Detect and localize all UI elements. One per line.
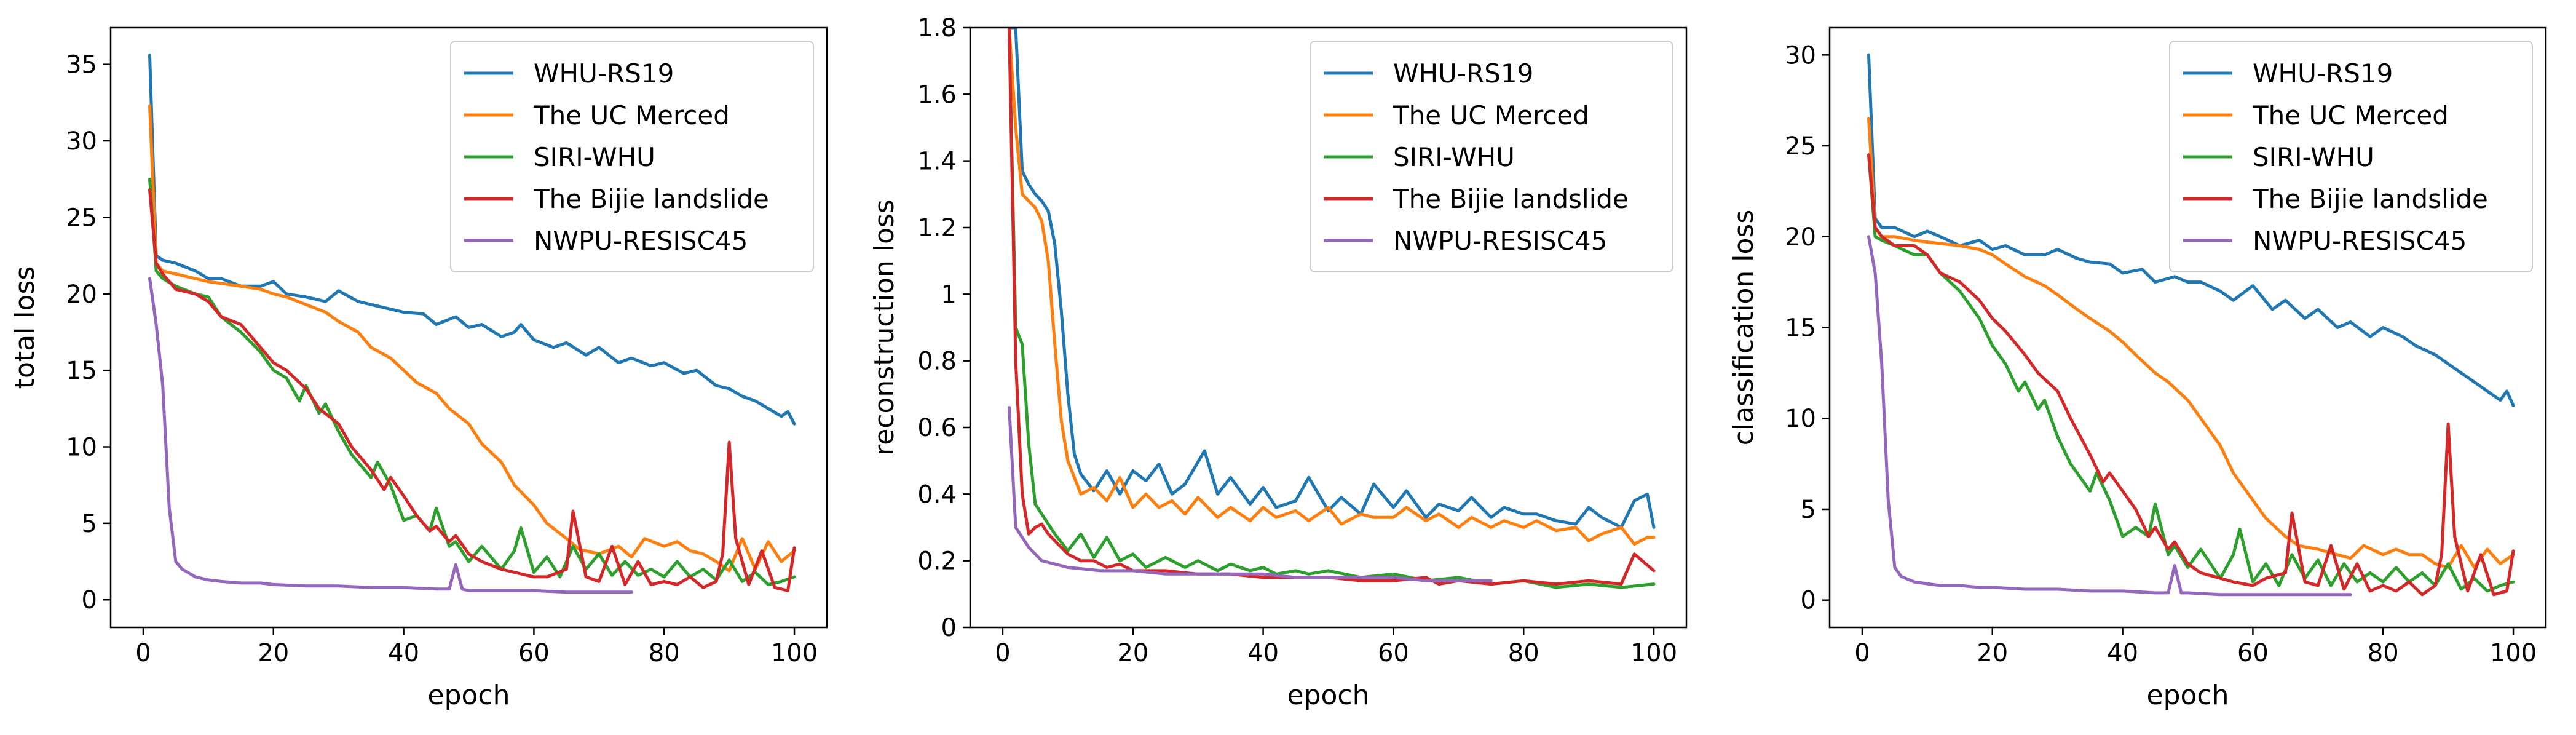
y-tick-label: 20 <box>66 280 97 309</box>
x-tick-label: 40 <box>1247 639 1279 667</box>
y-tick-label: 1 <box>941 280 957 309</box>
legend-label-the-uc-merced: The UC Merced <box>533 100 730 130</box>
legend-label-the-bijie-landslide: The Bijie landslide <box>1393 184 1629 214</box>
series-line-siri-whu <box>148 177 796 586</box>
y-tick-label: 0 <box>941 614 957 642</box>
y-tick-label: 5 <box>1801 496 1816 524</box>
y-tick-label: 1.2 <box>917 214 957 242</box>
y-axis-label: classification loss <box>1728 210 1760 446</box>
legend-label-siri-whu: SIRI-WHU <box>2253 142 2374 172</box>
chart-3: 0 20 40 60 80 100 0 5 10 15 20 25 30 epoch classificat… <box>1728 26 2547 711</box>
legend-label-the-bijie-landslide: The Bijie landslide <box>533 184 769 214</box>
y-tick-label: 1.6 <box>917 81 957 109</box>
x-axis-label: epoch <box>2147 680 2229 711</box>
plot-frame <box>109 26 828 629</box>
chart-1: 0 20 40 60 80 100 0 5 10 15 20 25 30 35 epoch total los… <box>9 26 828 711</box>
y-tick-label: 1.4 <box>917 148 957 176</box>
series-group <box>1008 28 1656 589</box>
x-tick-label: 20 <box>1117 639 1148 667</box>
legend: WHU-RS19 The UC Merced SIRI-WHU The Bijie l… <box>2169 41 2533 272</box>
x-axis-label: epoch <box>428 680 510 711</box>
x-tick-label: 80 <box>649 639 680 667</box>
x-tick-label: 80 <box>2368 639 2399 667</box>
legend: WHU-RS19 The UC Merced SIRI-WHU The Bijie l… <box>1310 41 1673 272</box>
y-tick-label: 10 <box>1785 405 1816 433</box>
legend-label-the-uc-merced: The UC Merced <box>2252 100 2449 130</box>
legend-box <box>1310 41 1673 272</box>
y-tick-label: 30 <box>66 127 97 156</box>
y-tick-label: 0.4 <box>917 480 957 509</box>
y-tick-label: 0 <box>1801 587 1816 615</box>
series-group <box>148 54 796 594</box>
x-axis-label: epoch <box>1287 680 1370 711</box>
x-tick-label: 100 <box>1630 639 1677 667</box>
legend-label-siri-whu: SIRI-WHU <box>534 142 655 172</box>
x-tick-label: 80 <box>1508 639 1539 667</box>
y-tick-label: 0.8 <box>917 348 957 376</box>
legend-label-nwpu-resisc45: NWPU-RESISC45 <box>534 226 748 256</box>
x-tick-label: 0 <box>135 639 151 667</box>
legend-label-nwpu-resisc45: NWPU-RESISC45 <box>2253 226 2467 256</box>
series-line-whu-rs19 <box>1008 28 1656 529</box>
x-tick-label: 20 <box>258 639 289 667</box>
series-group <box>1867 53 2515 597</box>
legend-label-whu-rs19: WHU-RS19 <box>1393 58 1533 89</box>
x-tick-label: 60 <box>1378 639 1409 667</box>
y-axis-label: total loss <box>9 266 41 389</box>
x-tick-label: 0 <box>995 639 1010 667</box>
x-tick-label: 100 <box>771 639 818 667</box>
x-tick-label: 60 <box>2237 639 2269 667</box>
y-tick-label: 0.2 <box>917 547 957 576</box>
x-tick-label: 40 <box>388 639 419 667</box>
legend-box <box>2169 41 2533 272</box>
series-line-nwpu-resisc45 <box>148 277 633 594</box>
legend-label-nwpu-resisc45: NWPU-RESISC45 <box>1393 226 1607 256</box>
y-tick-label: 10 <box>66 434 97 462</box>
x-tick-label: 20 <box>1977 639 2008 667</box>
series-line-the-uc-merced <box>1867 117 2515 569</box>
series-line-nwpu-resisc45 <box>1008 406 1493 582</box>
y-tick-label: 30 <box>1785 41 1816 70</box>
y-tick-label: 25 <box>66 204 97 232</box>
legend-box <box>450 41 814 272</box>
plot-frame <box>969 26 1688 629</box>
legend-label-the-bijie-landslide: The Bijie landslide <box>2252 184 2488 214</box>
y-tick-label: 0.6 <box>917 414 957 442</box>
y-tick-label: 25 <box>1785 132 1816 161</box>
y-tick-label: 1.8 <box>917 14 957 42</box>
chart-2: 0 20 40 60 80 100 0 0.2 0.4 0.6 0.8 1 1.2 1.4 1.6 1.8 ep… <box>869 14 1688 711</box>
legend-label-siri-whu: SIRI-WHU <box>1393 142 1515 172</box>
x-tick-label: 40 <box>2107 639 2138 667</box>
legend: WHU-RS19 The UC Merced SIRI-WHU The Bijie l… <box>450 41 814 272</box>
series-line-the-uc-merced <box>1008 28 1656 546</box>
y-axis-label: reconstruction loss <box>869 199 900 456</box>
legend-label-whu-rs19: WHU-RS19 <box>534 58 674 89</box>
series-line-the-bijie-landslide <box>148 188 796 592</box>
y-tick-label: 0 <box>82 586 97 614</box>
y-tick-label: 5 <box>82 510 97 538</box>
x-tick-label: 0 <box>1854 639 1870 667</box>
series-line-siri-whu <box>1867 153 2515 593</box>
legend-label-the-uc-merced: The UC Merced <box>1393 100 1589 130</box>
series-line-the-uc-merced <box>148 104 796 573</box>
y-tick-label: 20 <box>1785 223 1816 252</box>
series-line-nwpu-resisc45 <box>1867 235 2352 597</box>
x-tick-label: 100 <box>2490 639 2537 667</box>
legend-label-whu-rs19: WHU-RS19 <box>2253 58 2393 89</box>
y-tick-label: 15 <box>1785 314 1816 343</box>
series-line-the-bijie-landslide <box>1867 153 2515 597</box>
y-tick-label: 35 <box>66 51 97 79</box>
x-tick-label: 60 <box>518 639 550 667</box>
y-tick-label: 15 <box>66 357 97 385</box>
